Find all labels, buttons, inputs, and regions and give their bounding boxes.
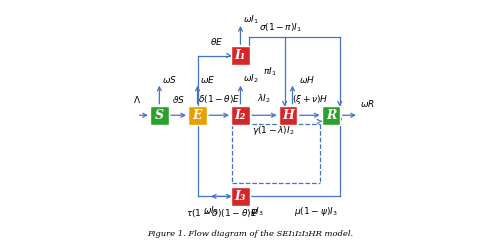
Text: $\psi I_3$: $\psi I_3$ (250, 205, 264, 218)
Text: I₁: I₁ (235, 49, 246, 62)
Text: $\sigma(1-\pi)I_1$: $\sigma(1-\pi)I_1$ (260, 21, 302, 34)
Text: $\omega I_2$: $\omega I_2$ (243, 73, 258, 85)
Text: $\vartheta S$: $\vartheta S$ (172, 94, 185, 104)
Text: $\omega I_1$: $\omega I_1$ (243, 13, 258, 26)
FancyBboxPatch shape (322, 106, 340, 125)
Text: R: R (326, 109, 336, 122)
Text: S: S (155, 109, 164, 122)
Text: $\omega R$: $\omega R$ (360, 98, 375, 109)
Text: I₃: I₃ (235, 190, 246, 203)
FancyBboxPatch shape (150, 106, 169, 125)
Text: $\delta(1-\theta)E$: $\delta(1-\theta)E$ (198, 93, 240, 105)
Text: $\theta E$: $\theta E$ (210, 36, 223, 47)
Text: $\lambda I_2$: $\lambda I_2$ (258, 93, 271, 105)
FancyBboxPatch shape (188, 106, 207, 125)
Text: $\tau(1-\delta)(1-\theta)E$: $\tau(1-\delta)(1-\theta)E$ (186, 207, 257, 219)
Text: $\mu(1-\psi)I_3$: $\mu(1-\psi)I_3$ (294, 205, 338, 218)
FancyBboxPatch shape (231, 187, 250, 206)
Text: $(\xi+\nu)H$: $(\xi+\nu)H$ (292, 92, 328, 106)
Text: $\Lambda$: $\Lambda$ (134, 94, 141, 105)
Text: $\omega H$: $\omega H$ (299, 74, 315, 85)
FancyBboxPatch shape (231, 46, 250, 65)
Text: H: H (282, 109, 294, 122)
Text: I₂: I₂ (235, 109, 246, 122)
Text: $\gamma(1-\lambda)I_2$: $\gamma(1-\lambda)I_2$ (252, 125, 295, 138)
Text: E: E (193, 109, 202, 122)
Text: $\omega I_3$: $\omega I_3$ (202, 205, 218, 217)
FancyBboxPatch shape (231, 106, 250, 125)
Text: Figure 1. Flow diagram of the SEI₁I₂I₃HR model.: Figure 1. Flow diagram of the SEI₁I₂I₃HR… (147, 230, 353, 238)
Text: $\pi I_1$: $\pi I_1$ (262, 66, 276, 78)
Text: $\omega S$: $\omega S$ (162, 74, 176, 85)
Text: $\omega E$: $\omega E$ (200, 74, 215, 85)
FancyBboxPatch shape (279, 106, 297, 125)
